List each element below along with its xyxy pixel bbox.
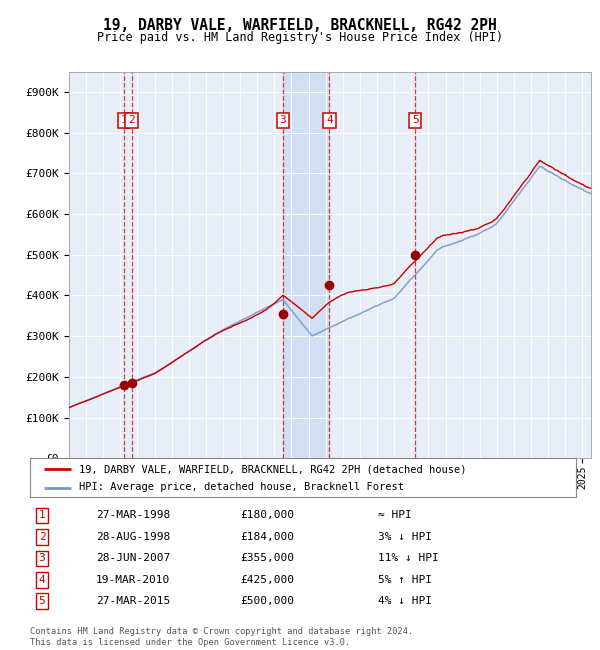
Text: 1: 1: [121, 115, 128, 125]
Text: 28-JUN-2007: 28-JUN-2007: [96, 553, 170, 564]
Text: 5: 5: [412, 115, 419, 125]
Text: 27-MAR-2015: 27-MAR-2015: [96, 596, 170, 606]
Text: 28-AUG-1998: 28-AUG-1998: [96, 532, 170, 542]
Text: 19-MAR-2010: 19-MAR-2010: [96, 575, 170, 585]
Text: £500,000: £500,000: [240, 596, 294, 606]
Text: 11% ↓ HPI: 11% ↓ HPI: [378, 553, 439, 564]
Text: ≈ HPI: ≈ HPI: [378, 510, 412, 521]
Text: 19, DARBY VALE, WARFIELD, BRACKNELL, RG42 2PH: 19, DARBY VALE, WARFIELD, BRACKNELL, RG4…: [103, 18, 497, 33]
Text: 4: 4: [38, 575, 46, 585]
Text: HPI: Average price, detached house, Bracknell Forest: HPI: Average price, detached house, Brac…: [79, 482, 404, 493]
Text: 5% ↑ HPI: 5% ↑ HPI: [378, 575, 432, 585]
Text: Contains HM Land Registry data © Crown copyright and database right 2024.
This d: Contains HM Land Registry data © Crown c…: [30, 627, 413, 647]
Text: 27-MAR-1998: 27-MAR-1998: [96, 510, 170, 521]
Text: £184,000: £184,000: [240, 532, 294, 542]
Text: 3: 3: [280, 115, 286, 125]
Text: 5: 5: [38, 596, 46, 606]
Text: £355,000: £355,000: [240, 553, 294, 564]
Text: 3% ↓ HPI: 3% ↓ HPI: [378, 532, 432, 542]
Text: £425,000: £425,000: [240, 575, 294, 585]
Text: 2: 2: [38, 532, 46, 542]
Text: 19, DARBY VALE, WARFIELD, BRACKNELL, RG42 2PH (detached house): 19, DARBY VALE, WARFIELD, BRACKNELL, RG4…: [79, 464, 467, 474]
Text: Price paid vs. HM Land Registry's House Price Index (HPI): Price paid vs. HM Land Registry's House …: [97, 31, 503, 44]
Text: 4: 4: [326, 115, 333, 125]
Bar: [283, 72, 329, 458]
Text: 3: 3: [38, 553, 46, 564]
Text: 4% ↓ HPI: 4% ↓ HPI: [378, 596, 432, 606]
Text: £180,000: £180,000: [240, 510, 294, 521]
Text: 2: 2: [128, 115, 135, 125]
Text: 1: 1: [38, 510, 46, 521]
